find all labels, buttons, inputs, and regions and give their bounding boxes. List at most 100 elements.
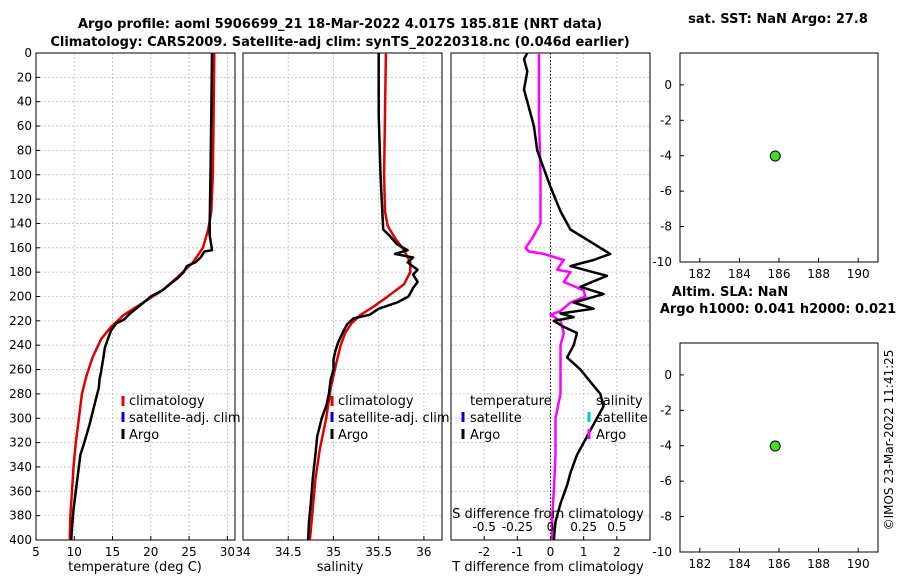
x-tick-label: 188 — [807, 267, 830, 281]
salinity-panel: 34 34.5 35 35.5 36 — [235, 52, 443, 559]
salinity-diff-tick-label: -0.25 — [502, 520, 533, 534]
salinity-legend: climatology satellite-adj. clim Argo — [330, 394, 450, 443]
y-tick-label: 100 — [9, 168, 32, 182]
y-tick-label: 0 — [664, 368, 672, 382]
y-tick-label: 320 — [9, 436, 32, 450]
legend-label-satellite: satellite-adj. clim — [338, 411, 450, 426]
y-tick-label: -2 — [660, 113, 672, 127]
y-tick-label: -4 — [660, 149, 672, 163]
y-tick-label: 400 — [9, 533, 32, 547]
y-tick-label: 280 — [9, 387, 32, 401]
y-tick-label: 0 — [664, 78, 672, 92]
salinity-diff-tick-label: 0.5 — [607, 520, 626, 534]
y-tick-label: 80 — [17, 143, 32, 157]
x-tick-label: 184 — [728, 267, 751, 281]
imos-watermark: ©IMOS 23-Mar-2022 11:41:25 — [882, 350, 896, 531]
x-tick-label: 34.5 — [275, 545, 302, 559]
legend-label-satellite: satellite-adj. clim — [129, 411, 241, 426]
x-tick-label: 182 — [688, 557, 711, 571]
x-tick-label: 5 — [32, 545, 40, 559]
x-tick-label: 35.5 — [365, 545, 392, 559]
y-tick-label: 0 — [24, 46, 32, 60]
title-line1: Argo profile: aoml 5906699_21 18-Mar-202… — [78, 17, 602, 32]
legend-label-climatology: climatology — [338, 394, 414, 409]
x-tick-label: 186 — [768, 267, 791, 281]
salinity-diff-tick-label: 0.25 — [570, 520, 597, 534]
x-tick-label: 0 — [547, 545, 555, 559]
y-tick-label: -8 — [660, 510, 672, 524]
legend-label-s-satellite: satellite — [596, 411, 648, 426]
x-tick-label: 188 — [807, 557, 830, 571]
sst-map-panel: 182 184 186 188 190 0 -2 -4 -6 -8 -10 — [652, 52, 879, 281]
y-tick-label: -6 — [660, 184, 672, 198]
sst-map-title: sat. SST: NaN Argo: 27.8 — [688, 12, 868, 27]
x-tick-label: 182 — [688, 267, 711, 281]
y-tick-label: 340 — [9, 460, 32, 474]
legend-label-temperature: temperature — [470, 394, 552, 409]
legend-label-s-argo: Argo — [596, 428, 626, 443]
axes-frame — [679, 342, 879, 553]
x-tick-label: 35 — [326, 545, 341, 559]
y-tick-label: 160 — [9, 241, 32, 255]
axes-frame — [242, 52, 443, 541]
y-tick-label: -10 — [652, 255, 672, 269]
difference-panel: -2 -1 0 1 2 -0.5 -0.25 0 0.25 0.5 — [450, 52, 651, 559]
salinity-diff-tick-label: 0 — [547, 520, 555, 534]
x-tick-label: 186 — [768, 557, 791, 571]
y-tick-label: -2 — [660, 403, 672, 417]
y-tick-label: 240 — [9, 338, 32, 352]
y-tick-label: 200 — [9, 290, 32, 304]
temperature-legend: climatology satellite-adj. clim Argo — [121, 394, 241, 443]
legend-label-climatology: climatology — [129, 394, 205, 409]
x-tick-label: 2 — [613, 545, 621, 559]
y-tick-label: 380 — [9, 509, 32, 523]
y-tick-label: -4 — [660, 439, 672, 453]
temperature-panel: 5 10 15 20 25 3002040608010012014016018020022… — [9, 46, 236, 559]
x-tick-label: 184 — [728, 557, 751, 571]
difference-xlabel: T difference from climatology — [451, 560, 644, 575]
legend-label-t-argo: Argo — [470, 428, 500, 443]
sla-map-panel: 182 184 186 188 190 0 -2 -4 -6 -8 -10 — [652, 342, 879, 571]
legend-label-argo: Argo — [129, 428, 159, 443]
y-tick-label: -8 — [660, 220, 672, 234]
argo-position-marker — [769, 440, 781, 452]
x-tick-label: 190 — [847, 557, 870, 571]
salinity-xlabel: salinity — [317, 560, 364, 575]
x-tick-label: -2 — [478, 545, 490, 559]
salinity-diff-tick-label: -0.5 — [472, 520, 495, 534]
axes-frame — [35, 52, 236, 541]
sla-map-title-line2: Argo h1000: 0.041 h2000: 0.021 — [660, 302, 896, 317]
argo-temperature-diff-line — [522, 52, 612, 541]
x-tick-label: 36 — [416, 545, 431, 559]
x-tick-label: 25 — [181, 545, 196, 559]
y-tick-label: -6 — [660, 474, 672, 488]
y-tick-label: 40 — [17, 95, 32, 109]
y-tick-label: 20 — [17, 70, 32, 84]
argo-salinity-diff-line — [524, 53, 587, 540]
argo-line — [306, 53, 419, 541]
climatology-line — [308, 52, 412, 541]
x-tick-label: 34 — [235, 545, 250, 559]
y-tick-label: -10 — [652, 545, 672, 559]
y-tick-label: 120 — [9, 192, 32, 206]
temperature-xlabel: temperature (deg C) — [68, 560, 202, 575]
y-tick-label: 180 — [9, 265, 32, 279]
difference-legend: temperature satellite Argo salinity sate… — [461, 394, 648, 443]
y-tick-label: 260 — [9, 363, 32, 377]
argo-line — [69, 52, 214, 541]
legend-label-argo: Argo — [338, 428, 368, 443]
x-tick-label: 20 — [143, 545, 158, 559]
x-tick-label: 1 — [580, 545, 588, 559]
y-tick-label: 360 — [9, 484, 32, 498]
title-line2: Climatology: CARS2009. Satellite-adj cli… — [50, 35, 629, 50]
x-tick-label: 15 — [105, 545, 120, 559]
sla-map-title-line1: Altim. SLA: NaN — [672, 285, 788, 300]
y-tick-label: 220 — [9, 314, 32, 328]
x-tick-label: 10 — [67, 545, 82, 559]
difference-xlabel-top: S difference from climatology — [452, 507, 644, 522]
argo-position-marker — [769, 150, 781, 162]
legend-label-t-satellite: satellite — [470, 411, 522, 426]
x-tick-label: 190 — [847, 267, 870, 281]
y-tick-label: 60 — [17, 119, 32, 133]
